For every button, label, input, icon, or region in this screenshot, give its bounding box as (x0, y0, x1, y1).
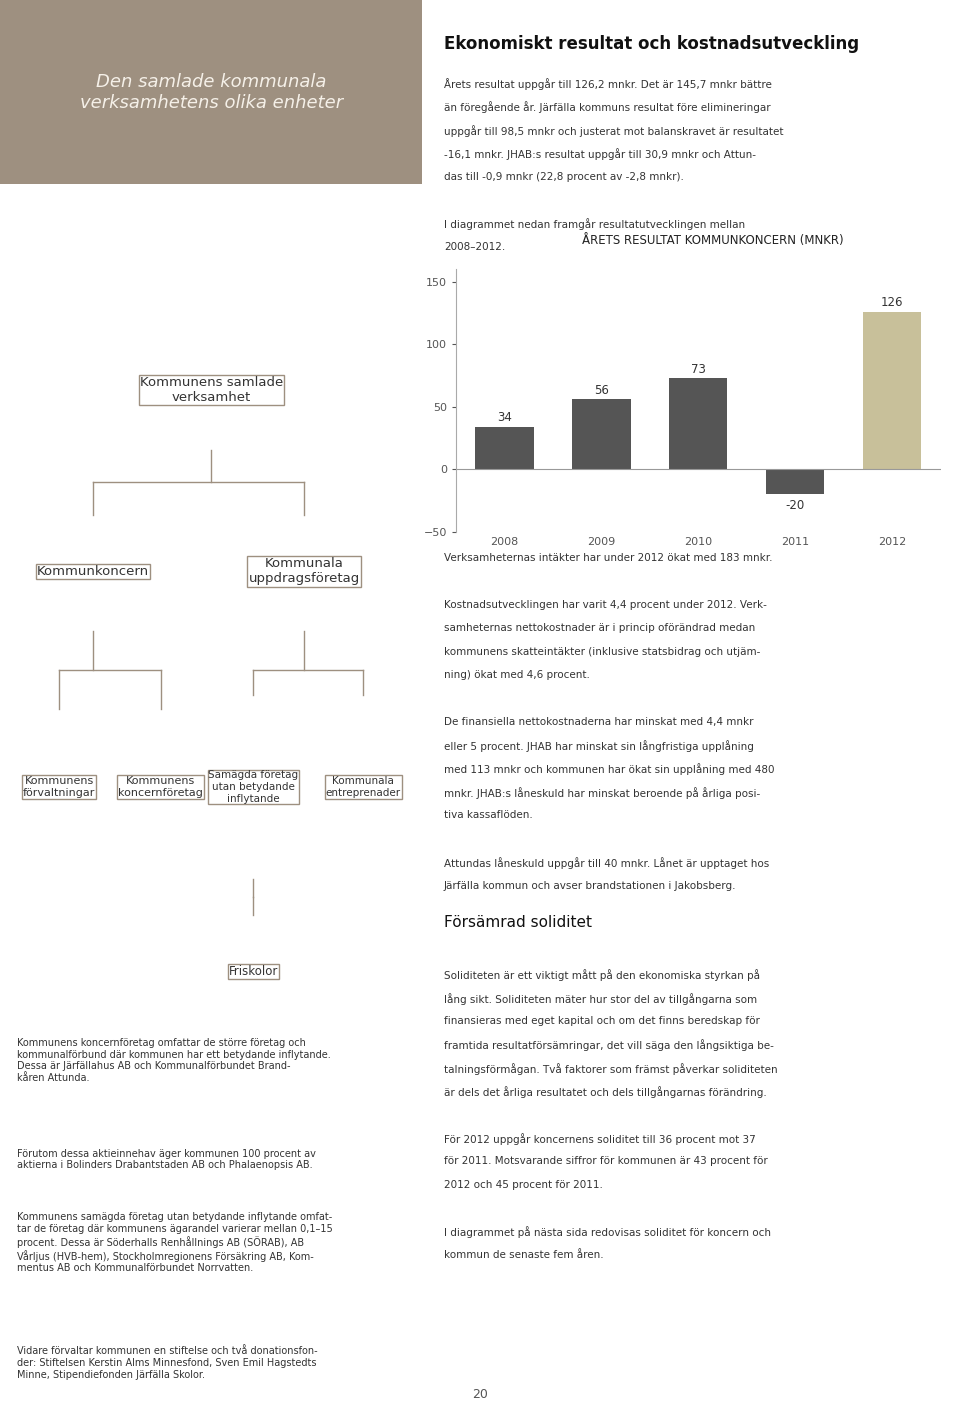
Bar (475, 427, 534, 469)
Text: talningsförmågan. Två faktorer som främst påverkar soliditeten: talningsförmågan. Två faktorer som främs… (444, 1064, 778, 1075)
Text: 56: 56 (594, 384, 609, 397)
Text: för 2011. Motsvarande siffror för kommunen är 43 procent för: för 2011. Motsvarande siffror för kommun… (444, 1157, 768, 1167)
Text: 20: 20 (472, 1388, 488, 1401)
Text: samheternas nettokostnader är i princip oförändrad medan: samheternas nettokostnader är i princip … (444, 623, 756, 634)
Text: framtida resultatförsämringar, det vill säga den långsiktiga be-: framtida resultatförsämringar, det vill … (444, 1039, 774, 1051)
Text: Försämrad soliditet: Försämrad soliditet (444, 916, 592, 930)
Text: 2012 och 45 procent för 2011.: 2012 och 45 procent för 2011. (444, 1180, 603, 1190)
Text: än föregående år. Järfälla kommuns resultat före elimineringar: än föregående år. Järfälla kommuns resul… (444, 102, 771, 113)
Text: Kommunens samägda företag utan betydande inflytande omfat-
tar de företag där ko: Kommunens samägda företag utan betydande… (17, 1212, 333, 1273)
Text: Kommunens
förvaltningar: Kommunens förvaltningar (23, 776, 95, 798)
Text: tiva kassaflöden.: tiva kassaflöden. (444, 810, 533, 821)
Text: kommun de senaste fem åren.: kommun de senaste fem åren. (444, 1251, 604, 1261)
Text: eller 5 procent. JHAB har minskat sin långfristiga upplåning: eller 5 procent. JHAB har minskat sin lå… (444, 740, 754, 752)
Text: Samägda företag
utan betydande
inflytande: Samägda företag utan betydande inflytand… (208, 770, 299, 804)
Text: med 113 mnkr och kommunen har ökat sin upplåning med 480: med 113 mnkr och kommunen har ökat sin u… (444, 763, 775, 776)
Bar (863, 312, 922, 469)
Text: Förutom dessa aktieinnehav äger kommunen 100 procent av
aktierna i Bolinders Dra: Förutom dessa aktieinnehav äger kommunen… (17, 1149, 316, 1170)
Text: mnkr. JHAB:s låneskuld har minskat beroende på årliga posi-: mnkr. JHAB:s låneskuld har minskat beroe… (444, 787, 760, 798)
Text: Kommunens koncernföretag omfattar de större företag och
kommunalförbund där komm: Kommunens koncernföretag omfattar de stö… (17, 1038, 330, 1083)
Text: Kommunens samlade
verksamhet: Kommunens samlade verksamhet (139, 376, 283, 404)
Text: För 2012 uppgår koncernens soliditet till 36 procent mot 37: För 2012 uppgår koncernens soliditet til… (444, 1133, 756, 1144)
Bar (766, 469, 825, 495)
Text: I diagrammet på nästa sida redovisas soliditet för koncern och: I diagrammet på nästa sida redovisas sol… (444, 1227, 771, 1238)
Text: Vidare förvaltar kommunen en stiftelse och två donationsfon-
der: Stiftelsen Ker: Vidare förvaltar kommunen en stiftelse o… (17, 1347, 318, 1380)
Text: 2008–2012.: 2008–2012. (444, 241, 505, 252)
Text: Den samlade kommunala
verksamhetens olika enheter: Den samlade kommunala verksamhetens olik… (80, 72, 343, 112)
Bar (669, 379, 728, 469)
Text: Ekonomiskt resultat och kostnadsutveckling: Ekonomiskt resultat och kostnadsutveckli… (444, 35, 859, 54)
Text: lång sikt. Soliditeten mäter hur stor del av tillgångarna som: lång sikt. Soliditeten mäter hur stor de… (444, 993, 757, 1004)
Text: 34: 34 (497, 411, 512, 424)
Text: Friskolor: Friskolor (228, 964, 278, 978)
Text: kommunens skatteintäkter (inklusive statsbidrag och utjäm-: kommunens skatteintäkter (inklusive stat… (444, 647, 760, 657)
Bar (572, 400, 631, 469)
Text: Kommunens
koncernföretag: Kommunens koncernföretag (118, 776, 203, 798)
FancyBboxPatch shape (0, 0, 422, 184)
Text: -20: -20 (785, 499, 805, 512)
Text: Kommunala
entreprenader: Kommunala entreprenader (325, 776, 401, 798)
Text: Kommunala
uppdragsföretag: Kommunala uppdragsföretag (249, 557, 360, 586)
Text: 126: 126 (881, 296, 903, 309)
Text: är dels det årliga resultatet och dels tillgångarnas förändring.: är dels det årliga resultatet och dels t… (444, 1086, 767, 1098)
Text: finansieras med eget kapital och om det finns beredskap för: finansieras med eget kapital och om det … (444, 1015, 759, 1027)
Text: uppgår till 98,5 mnkr och justerat mot balanskravet är resultatet: uppgår till 98,5 mnkr och justerat mot b… (444, 125, 783, 136)
Text: Attundas låneskuld uppgår till 40 mnkr. Lånet är upptaget hos: Attundas låneskuld uppgår till 40 mnkr. … (444, 856, 769, 869)
Text: Verksamheternas intäkter har under 2012 ökat med 183 mnkr.: Verksamheternas intäkter har under 2012 … (444, 553, 773, 563)
Text: Soliditeten är ett viktigt mått på den ekonomiska styrkan på: Soliditeten är ett viktigt mått på den e… (444, 968, 760, 981)
Text: ning) ökat med 4,6 procent.: ning) ökat med 4,6 procent. (444, 669, 589, 681)
Text: Årets resultat uppgår till 126,2 mnkr. Det är 145,7 mnkr bättre: Årets resultat uppgår till 126,2 mnkr. D… (444, 78, 772, 89)
Text: 73: 73 (691, 363, 706, 376)
Text: Kostnadsutvecklingen har varit 4,4 procent under 2012. Verk-: Kostnadsutvecklingen har varit 4,4 proce… (444, 600, 767, 610)
Text: I diagrammet nedan framgår resultatutvecklingen mellan: I diagrammet nedan framgår resultatutvec… (444, 218, 745, 230)
Text: das till -0,9 mnkr (22,8 procent av -2,8 mnkr).: das till -0,9 mnkr (22,8 procent av -2,8… (444, 172, 684, 182)
Text: ÅRETS RESULTAT KOMMUNKONCERN (MNKR): ÅRETS RESULTAT KOMMUNKONCERN (MNKR) (582, 234, 844, 247)
Text: Järfälla kommun och avser brandstationen i Jakobsberg.: Järfälla kommun och avser brandstationen… (444, 881, 736, 891)
Text: -16,1 mnkr. JHAB:s resultat uppgår till 30,9 mnkr och Attun-: -16,1 mnkr. JHAB:s resultat uppgår till … (444, 147, 756, 160)
Text: Kommunkoncern: Kommunkoncern (36, 564, 149, 579)
Text: De finansiella nettokostnaderna har minskat med 4,4 mnkr: De finansiella nettokostnaderna har mins… (444, 716, 754, 727)
